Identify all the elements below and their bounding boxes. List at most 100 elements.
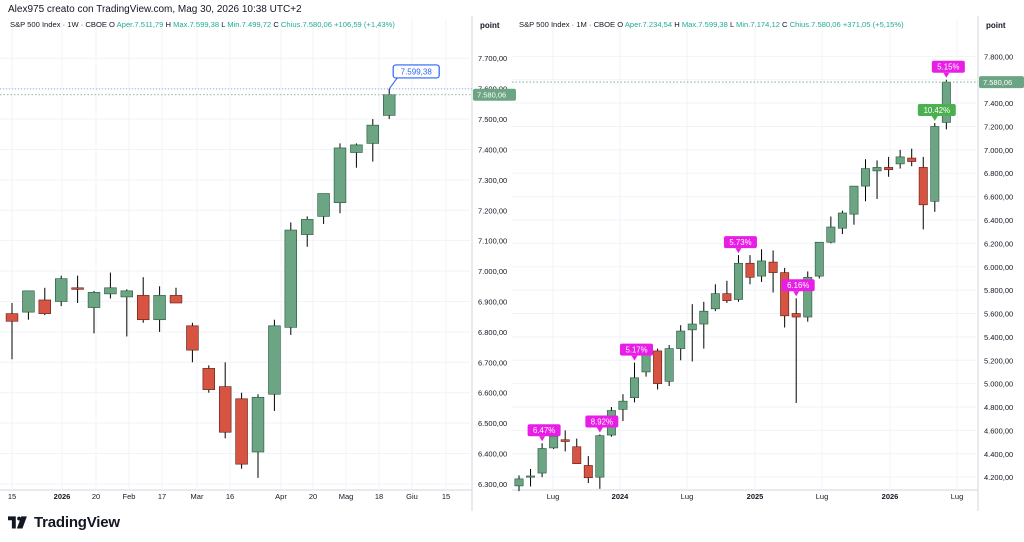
candle-body	[87, 292, 101, 308]
y-tick-label: 7.000,00	[478, 267, 507, 276]
ohlc-legend-part: Aper.7.234,54	[625, 20, 672, 29]
candle-body	[803, 276, 813, 318]
candle	[22, 290, 35, 320]
candle-body	[907, 157, 917, 162]
candle	[664, 345, 674, 386]
x-tick-label: 17	[158, 492, 166, 501]
candle	[560, 430, 570, 452]
x-tick-label: 20	[309, 492, 317, 501]
y-tick-label: 7.200,00	[478, 206, 507, 215]
y-tick-label: 5.000,00	[984, 380, 1013, 389]
candle	[618, 394, 628, 422]
percent-marker: 6.16%	[781, 279, 815, 297]
x-tick-label: 15	[442, 492, 450, 501]
candle	[895, 149, 905, 169]
x-tick-label: Giu	[406, 492, 418, 501]
ohlc-legend-part: Min.7.499,72	[227, 20, 271, 29]
candle-body	[687, 323, 697, 331]
candle	[218, 362, 232, 439]
y-tick-label: 6.800,00	[984, 169, 1013, 178]
candle-body	[104, 287, 117, 295]
percent-marker-box	[931, 60, 965, 73]
candle-body	[268, 325, 281, 395]
ohlc-legend-part: O	[107, 20, 117, 29]
ohlc-legend-part: O	[615, 20, 625, 29]
candle	[54, 275, 68, 307]
ohlc-legend-part: C	[780, 20, 790, 29]
candle-body	[595, 435, 605, 478]
candle	[104, 272, 117, 299]
candle-body	[837, 212, 847, 229]
percent-marker-arrow	[943, 72, 950, 78]
chart-pane-1: 7.700,007.600,007.500,007.400,007.300,00…	[0, 16, 516, 511]
percent-marker-arrow	[931, 115, 938, 121]
ohlc-legend: S&P 500 Index · 1M · CBOE O Aper.7.234,5…	[519, 20, 904, 29]
candle-body	[5, 313, 19, 322]
candle-body	[526, 475, 536, 478]
y-tick-label: 6.500,00	[478, 419, 507, 428]
percent-marker-label: 5.73%	[729, 238, 751, 247]
x-tick-label: Apr	[275, 492, 287, 501]
candle	[268, 319, 281, 411]
ohlc-legend-part: Max.7.599,38	[173, 20, 219, 29]
candle	[733, 255, 743, 302]
candle-body	[884, 167, 894, 171]
y-tick-label: 6.400,00	[478, 450, 507, 459]
candle-body	[537, 448, 547, 474]
ohlc-legend-part: C	[271, 20, 281, 29]
y-tick-label: 5.400,00	[984, 333, 1013, 342]
candle	[861, 159, 870, 202]
candle	[350, 143, 363, 168]
candle-body	[317, 193, 330, 217]
candle-body	[202, 368, 216, 390]
tradingview-brand[interactable]: TradingView	[8, 514, 120, 531]
candle-body	[699, 310, 709, 325]
candle-body	[814, 241, 824, 277]
percent-marker-box	[781, 279, 815, 292]
candle-body	[284, 229, 298, 328]
last-price-tag-label: 7.580,06	[983, 78, 1012, 87]
y-tick-label: 6.900,00	[478, 297, 507, 306]
candle-body	[710, 293, 720, 310]
candle-body	[872, 167, 882, 172]
candle	[757, 249, 767, 282]
ohlc-legend-part: Aper.7.511,79	[117, 20, 164, 29]
candle-body	[136, 295, 150, 321]
x-tick-label: 15	[8, 492, 16, 501]
x-tick-label: 18	[375, 492, 383, 501]
percent-marker: 10.42%	[917, 103, 956, 121]
x-tick-label: Mag	[339, 492, 354, 501]
candle-body	[791, 313, 801, 318]
candle-body	[251, 396, 265, 453]
ohlc-legend-part: S&P 500 Index · 1M · CBOE	[519, 20, 615, 29]
ohlc-legend: S&P 500 Index · 1W · CBOE O Aper.7.511,7…	[10, 20, 395, 29]
candle-body	[514, 478, 524, 487]
x-tick-label: Feb	[123, 492, 136, 501]
x-tick-label: Mar	[191, 492, 204, 501]
candle	[251, 394, 265, 478]
candle	[653, 348, 663, 390]
candle	[169, 287, 183, 304]
candle-body	[930, 126, 940, 202]
candle-body	[71, 287, 84, 290]
candle-body	[38, 299, 52, 314]
candle	[71, 275, 84, 304]
y-tick-label: 7.400,00	[478, 145, 507, 154]
candle	[745, 255, 755, 285]
y-tick-label: 6.300,00	[478, 480, 507, 489]
x-tick-label: 2026	[54, 492, 71, 501]
percent-marker-box	[917, 103, 956, 116]
price-axis-title: point	[986, 21, 1006, 30]
percent-marker-arrow	[596, 427, 603, 433]
y-tick-label: 5.200,00	[984, 356, 1013, 365]
candle-body	[560, 439, 570, 442]
candle-body	[22, 290, 35, 313]
candle	[202, 365, 216, 393]
candle-body	[941, 81, 951, 123]
y-tick-label: 7.500,00	[478, 115, 507, 124]
candle	[699, 301, 709, 349]
candle	[333, 143, 347, 214]
y-tick-label: 4.600,00	[984, 426, 1013, 435]
x-tick-label: Lug	[681, 492, 694, 501]
